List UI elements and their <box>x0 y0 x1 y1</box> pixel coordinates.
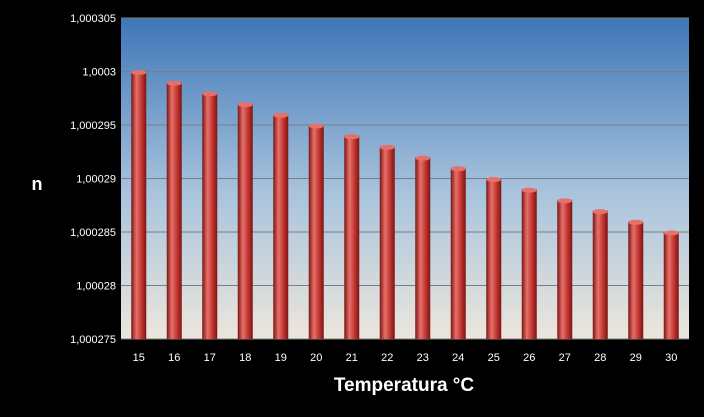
bar-cap <box>344 134 360 140</box>
bar-cap <box>557 198 573 204</box>
y-tick-label: 1,000295 <box>70 120 116 132</box>
y-axis-tick-labels: 1,000275 1,00028 1,000285 1,00029 1,000295 1,… <box>70 13 116 346</box>
x-axis-tick-labels: 15 16 17 18 19 20 21 22 23 24 25 26 27 28 29 30 <box>133 352 678 364</box>
x-tick-label: 28 <box>594 352 606 364</box>
bar <box>521 189 537 339</box>
bar-cap <box>450 166 466 172</box>
x-tick-label: 18 <box>239 352 251 364</box>
bar <box>202 92 218 340</box>
bar <box>166 82 182 339</box>
bar <box>308 125 324 339</box>
bar-cap <box>663 230 679 236</box>
bar <box>344 135 360 339</box>
x-tick-label: 29 <box>630 352 642 364</box>
bar <box>663 232 679 339</box>
y-tick-label: 1,000275 <box>70 334 116 346</box>
bar <box>237 103 253 339</box>
bars <box>131 70 679 340</box>
bar-cap <box>486 177 502 182</box>
y-tick-label: 1,00028 <box>76 281 116 293</box>
x-tick-label: 20 <box>310 352 322 364</box>
y-tick-label: 1,00029 <box>76 174 116 186</box>
x-tick-label: 16 <box>168 352 180 364</box>
y-tick-label: 1,000285 <box>70 227 116 239</box>
bar-cap <box>592 209 608 215</box>
bar-cap <box>521 187 537 193</box>
bar-cap <box>202 91 218 97</box>
bar-cap <box>308 123 324 129</box>
x-tick-label: 27 <box>559 352 571 364</box>
bar-cap <box>273 112 289 118</box>
x-tick-label: 19 <box>275 352 287 364</box>
bar <box>557 199 573 339</box>
y-tick-label: 1,000305 <box>70 13 116 25</box>
bar-cap <box>166 80 182 86</box>
x-tick-label: 26 <box>523 352 535 364</box>
bar <box>450 167 466 339</box>
bar <box>273 114 289 339</box>
bar <box>415 157 431 339</box>
x-tick-label: 23 <box>417 352 429 364</box>
x-tick-label: 22 <box>381 352 393 364</box>
x-tick-label: 15 <box>133 352 145 364</box>
x-tick-label: 25 <box>488 352 500 364</box>
bar <box>628 221 644 339</box>
bar <box>486 178 502 339</box>
bar <box>131 71 147 339</box>
bar <box>379 146 395 339</box>
bar-cap <box>379 144 395 150</box>
y-tick-label: 1,0003 <box>82 67 116 79</box>
x-tick-label: 24 <box>452 352 464 364</box>
bar-cap <box>415 155 431 161</box>
bar-cap <box>131 70 147 75</box>
y-axis-title: n <box>32 174 43 194</box>
x-tick-label: 21 <box>346 352 358 364</box>
bar-cap <box>628 219 644 225</box>
bar <box>592 210 608 339</box>
x-tick-label: 30 <box>665 352 677 364</box>
x-tick-label: 17 <box>204 352 216 364</box>
x-axis-title: Temperatura °C <box>334 375 475 396</box>
bar-cap <box>237 102 253 108</box>
